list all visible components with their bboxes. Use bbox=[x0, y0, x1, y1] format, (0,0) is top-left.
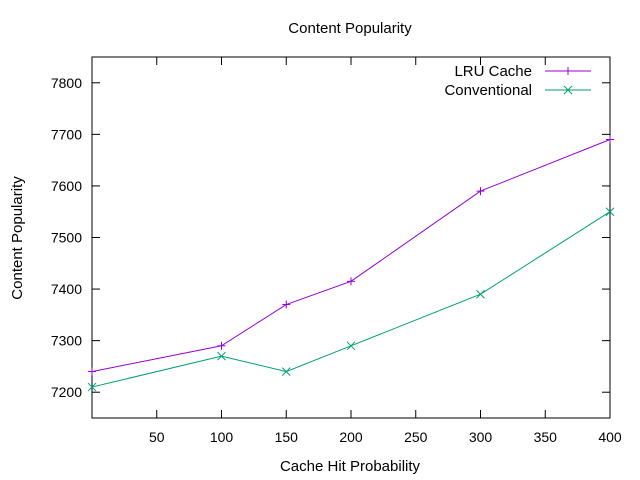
data-point bbox=[346, 341, 356, 351]
y-tick-label: 7700 bbox=[51, 126, 82, 142]
y-axis-label: Content Popularity bbox=[9, 176, 26, 300]
x-tick-label: 400 bbox=[598, 429, 622, 445]
data-point bbox=[605, 207, 615, 217]
y-tick-label: 7300 bbox=[51, 333, 82, 349]
x-tick-label: 200 bbox=[339, 429, 363, 445]
chart-title: Content Popularity bbox=[288, 20, 412, 37]
axis-ticks: 50 100 150 200 250 300 350 400 7200 7300 7400 7500 7… bbox=[51, 57, 622, 445]
x-tick-label: 100 bbox=[210, 429, 234, 445]
data-point bbox=[87, 382, 97, 392]
y-tick-label: 7600 bbox=[51, 178, 82, 194]
legend: LRU Cache Conventional bbox=[444, 63, 591, 99]
series-0 bbox=[88, 135, 614, 376]
series-1 bbox=[87, 207, 615, 392]
data-point bbox=[281, 367, 291, 376]
y-tick-label: 7500 bbox=[51, 230, 82, 246]
series-line bbox=[91, 211, 611, 388]
legend-label: LRU Cache bbox=[454, 63, 532, 80]
data-point bbox=[476, 289, 485, 299]
series-layer bbox=[87, 135, 615, 392]
x-tick-label: 350 bbox=[534, 429, 558, 445]
data-point bbox=[217, 351, 226, 361]
y-tick-label: 7200 bbox=[51, 384, 82, 400]
series-line bbox=[91, 139, 611, 373]
x-tick-label: 50 bbox=[149, 429, 165, 445]
x-tick-label: 250 bbox=[404, 429, 428, 445]
x-tick-label: 150 bbox=[275, 429, 299, 445]
x-tick-label: 300 bbox=[469, 429, 493, 445]
plot-border bbox=[91, 56, 611, 419]
legend-label: Conventional bbox=[444, 82, 532, 99]
plot-area bbox=[91, 56, 611, 419]
x-axis-label: Cache Hit Probability bbox=[280, 458, 421, 475]
y-tick-label: 7400 bbox=[51, 281, 82, 297]
y-tick-label: 7800 bbox=[51, 75, 82, 91]
legend-marker bbox=[563, 85, 573, 95]
